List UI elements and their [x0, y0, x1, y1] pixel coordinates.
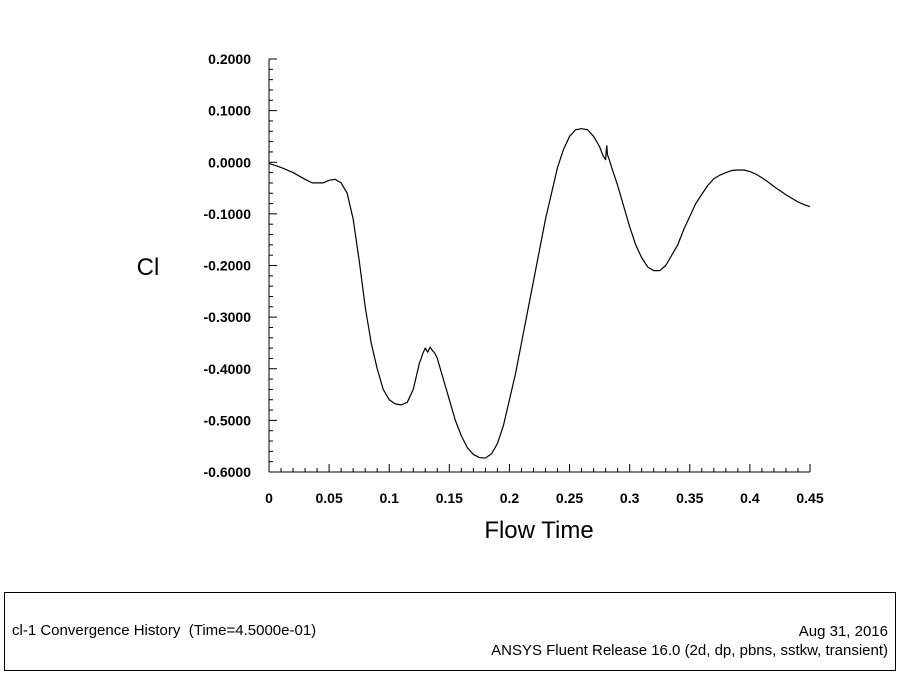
- y-axis-title: Cl: [137, 254, 160, 281]
- x-tick-label: 0.2: [500, 490, 520, 506]
- tick-labels: -0.6000 -0.5000 -0.4000 -0.3000 -0.2000 -0.10…: [204, 51, 824, 506]
- x-tick-label: 0.3: [620, 490, 640, 506]
- footer-date: Aug 31, 2016: [798, 623, 888, 640]
- cl-series-line: [268, 128, 811, 459]
- ticks: [268, 58, 811, 473]
- x-tick-label: 0.45: [796, 490, 823, 506]
- y-tick-label: 0.1000: [208, 103, 251, 119]
- x-tick-label: 0.4: [740, 490, 760, 506]
- series: [268, 128, 811, 459]
- y-tick-label: -0.1000: [204, 206, 252, 222]
- x-tick-label: 0: [265, 490, 273, 506]
- axes: [268, 59, 810, 473]
- y-tick-label: -0.2000: [204, 258, 252, 274]
- x-tick-label: 0.35: [676, 490, 703, 506]
- footer-panel: cl-1 Convergence History (Time=4.5000e-0…: [4, 592, 896, 671]
- x-tick-label: 0.15: [436, 490, 463, 506]
- y-tick-label: -0.5000: [204, 412, 252, 428]
- footer-info: Aug 31, 2016 ANSYS Fluent Release 16.0 (…: [491, 622, 888, 660]
- x-tick-label: 0.05: [315, 490, 342, 506]
- y-tick-label: -0.6000: [204, 464, 252, 480]
- footer-release: ANSYS Fluent Release 16.0 (2d, dp, pbns,…: [491, 642, 888, 659]
- x-axis-title: Flow Time: [484, 517, 593, 544]
- y-tick-label: 0.2000: [208, 51, 251, 67]
- y-tick-label: -0.4000: [204, 361, 252, 377]
- cl-convergence-chart: -0.6000 -0.5000 -0.4000 -0.3000 -0.2000 -0.10…: [137, 51, 824, 544]
- x-tick-label: 0.25: [556, 490, 583, 506]
- y-tick-label: -0.3000: [204, 309, 252, 325]
- y-tick-label: 0.0000: [208, 154, 251, 170]
- x-tick-label: 0.1: [379, 490, 399, 506]
- convergence-history-title: cl-1 Convergence History (Time=4.5000e-0…: [12, 622, 317, 639]
